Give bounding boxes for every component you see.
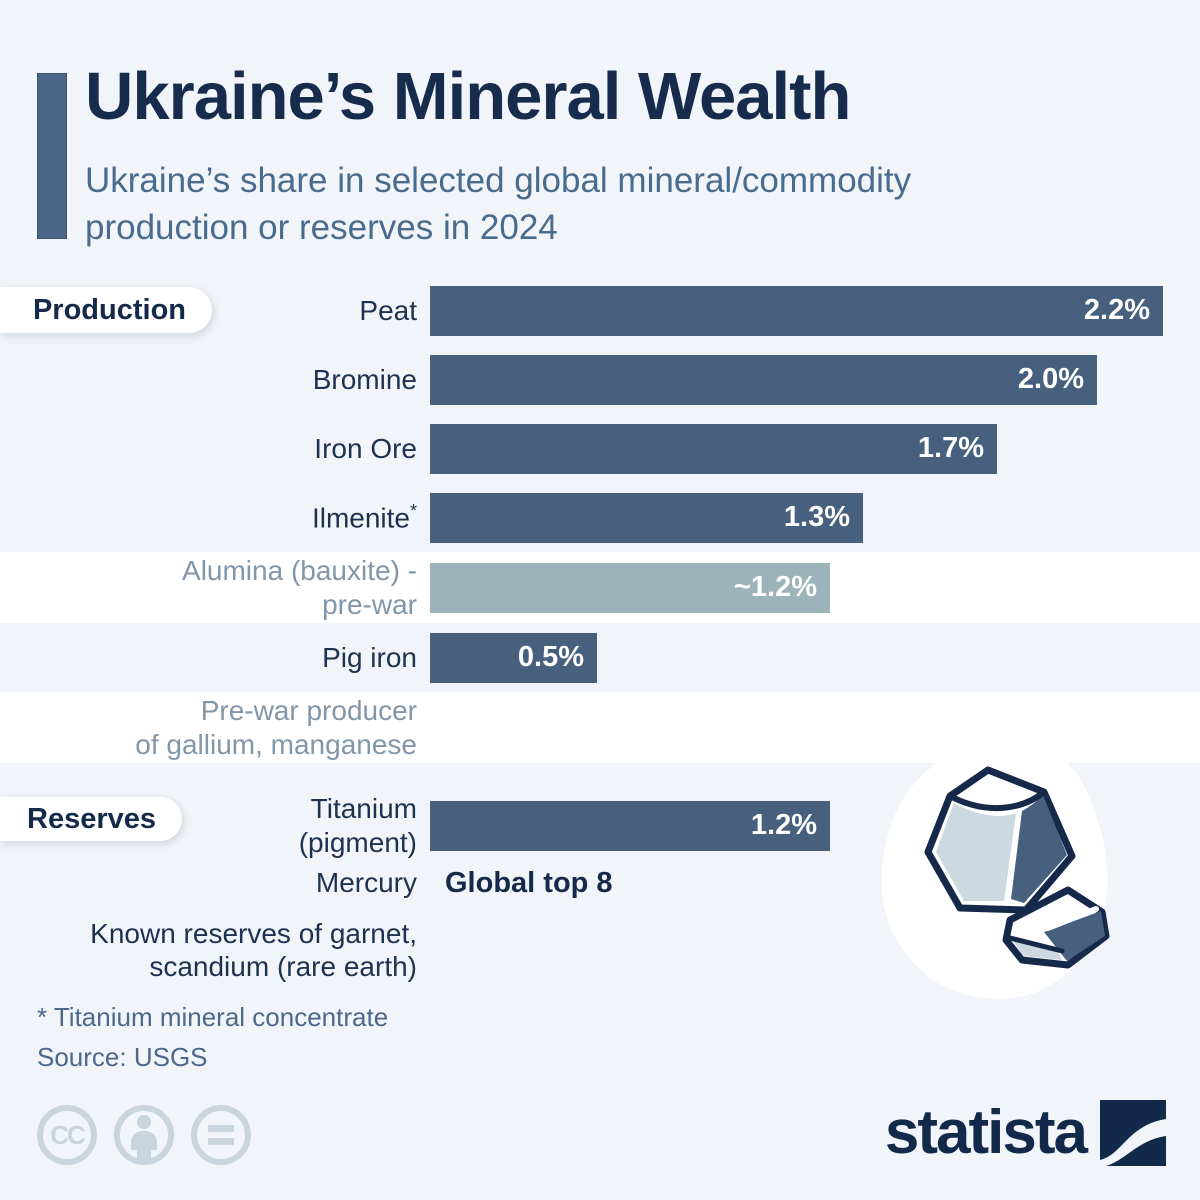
row-label: Pig iron	[322, 641, 417, 673]
section-production: Production Peat 2.2% Bromine 2.0% Iron Ore 1.…	[0, 276, 1200, 763]
footnote-source: Source: USGS	[37, 1042, 208, 1072]
row-label: Ilmenite*	[311, 500, 417, 534]
row-label: Known reserves of garnet, scandium (rare …	[90, 917, 417, 982]
row-label: Mercury	[315, 867, 417, 899]
bar-area: 1.2%	[430, 800, 1200, 851]
bar-area: 1.3%	[430, 492, 1200, 543]
chart-row: Known reserves of garnet, scandium (rare …	[0, 906, 1200, 994]
bar-alumina-bauxite: ~1.2%	[430, 562, 830, 613]
statista-logo-text: statista	[884, 1098, 1088, 1167]
bar-value-label: 2.2%	[1083, 294, 1150, 326]
section-reserves: Reserves Titanium (pigment) 1.2% Mercury Glo…	[0, 791, 1200, 994]
bar-value-label: 2.0%	[1017, 363, 1084, 395]
bar-value-label: 1.2%	[750, 809, 817, 841]
chart-row: Peat 2.2%	[0, 276, 1200, 345]
bar-bromine: 2.0%	[430, 354, 1097, 405]
bar-peat: 2.2%	[430, 285, 1163, 336]
row-label: Bromine	[312, 363, 417, 395]
large-crystal-icon	[924, 766, 1076, 914]
bar-pig-iron: 0.5%	[430, 632, 597, 683]
title-accent-bar	[37, 73, 67, 239]
bar-value-label: ~1.2%	[733, 571, 817, 603]
subtitle-line-2: production or reserves in 2024	[85, 207, 558, 247]
bar-value-label: 0.5%	[517, 641, 584, 673]
chart-row: Bromine 2.0%	[0, 345, 1200, 414]
cc-icon: CC	[37, 1105, 97, 1165]
chart-row: Titanium (pigment) 1.2%	[0, 791, 1200, 860]
small-crystal-icon	[1002, 886, 1110, 969]
row-label: Pre-war producer of gallium, manganese	[135, 695, 417, 760]
bar-titanium: 1.2%	[430, 800, 830, 851]
bar-value-label: 1.7%	[917, 432, 984, 464]
chart-row: Alumina (bauxite) - pre-war ~1.2%	[0, 552, 1200, 623]
chart-row: Iron Ore 1.7%	[0, 414, 1200, 483]
license-icons: CC	[35, 1103, 253, 1167]
bar-iron-ore: 1.7%	[430, 423, 997, 474]
row-note: Global top 8	[445, 866, 613, 899]
bar-area: 0.5%	[430, 632, 1200, 683]
equals-icon	[191, 1105, 251, 1165]
bar-ilmenite: 1.3%	[430, 492, 863, 543]
section-pill-production: Production	[0, 287, 212, 333]
svg-text:CC: CC	[50, 1120, 86, 1150]
section-pill-reserves: Reserves	[0, 797, 182, 841]
bar-area: ~1.2%	[430, 562, 1200, 613]
row-label: Peat	[359, 294, 417, 326]
attribution-icon	[114, 1105, 174, 1165]
bar-chart: Production Peat 2.2% Bromine 2.0% Iron Ore 1.…	[0, 276, 1200, 994]
chart-row: Pig iron 0.5%	[0, 623, 1200, 692]
reserves-rows: Titanium (pigment) 1.2% Mercury Global top 8…	[0, 791, 1200, 994]
bar-value-label: 1.3%	[783, 501, 850, 533]
chart-row: Mercury Global top 8	[0, 860, 1200, 906]
subtitle-line-1: Ukraine’s share in selected global miner…	[85, 161, 912, 200]
row-label: Alumina (bauxite) - pre-war	[182, 555, 417, 620]
minerals-illustration	[881, 741, 1110, 999]
bar-area: 2.2%	[430, 285, 1200, 336]
bar-area: Global top 8	[430, 867, 1200, 900]
footnote-asterisk: * Titanium mineral concentrate	[37, 1002, 389, 1032]
page-subtitle: Ukraine’s share in selected global miner…	[85, 158, 911, 251]
production-rows: Peat 2.2% Bromine 2.0% Iron Ore 1.7% Ilmenite*…	[0, 276, 1200, 763]
bar-area: 2.0%	[430, 354, 1200, 405]
bar-area: 1.7%	[430, 423, 1200, 474]
page-title: Ukraine’s Mineral Wealth	[85, 59, 851, 134]
chart-row: Ilmenite* 1.3%	[0, 483, 1200, 552]
row-label: Titanium (pigment)	[298, 793, 417, 858]
row-label: Iron Ore	[314, 432, 417, 464]
statista-logo-mark	[1100, 1100, 1166, 1166]
statista-logo: statista	[885, 1100, 1166, 1166]
